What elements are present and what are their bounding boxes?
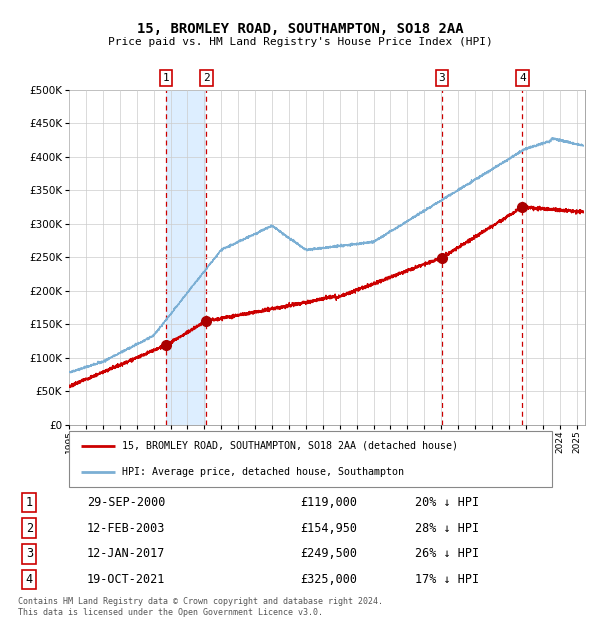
Text: 20% ↓ HPI: 20% ↓ HPI [415, 496, 479, 509]
Text: £154,950: £154,950 [300, 521, 357, 534]
Text: 29-SEP-2000: 29-SEP-2000 [87, 496, 165, 509]
Text: £325,000: £325,000 [300, 573, 357, 586]
Text: £249,500: £249,500 [300, 547, 357, 560]
Text: Price paid vs. HM Land Registry's House Price Index (HPI): Price paid vs. HM Land Registry's House … [107, 37, 493, 47]
Text: 1: 1 [26, 496, 33, 509]
Text: 4: 4 [26, 573, 33, 586]
Text: 4: 4 [519, 73, 526, 83]
Text: 1: 1 [163, 73, 170, 83]
Text: 28% ↓ HPI: 28% ↓ HPI [415, 521, 479, 534]
Text: 26% ↓ HPI: 26% ↓ HPI [415, 547, 479, 560]
Text: 15, BROMLEY ROAD, SOUTHAMPTON, SO18 2AA (detached house): 15, BROMLEY ROAD, SOUTHAMPTON, SO18 2AA … [122, 441, 458, 451]
Text: 12-FEB-2003: 12-FEB-2003 [87, 521, 165, 534]
Bar [166, 90, 206, 425]
Text: 2: 2 [203, 73, 210, 83]
Text: 19-OCT-2021: 19-OCT-2021 [87, 573, 165, 586]
Text: 12-JAN-2017: 12-JAN-2017 [87, 547, 165, 560]
Text: 3: 3 [439, 73, 445, 83]
Text: HPI: Average price, detached house, Southampton: HPI: Average price, detached house, Sout… [122, 467, 404, 477]
Text: 2: 2 [26, 521, 33, 534]
Text: 15, BROMLEY ROAD, SOUTHAMPTON, SO18 2AA: 15, BROMLEY ROAD, SOUTHAMPTON, SO18 2AA [137, 22, 463, 36]
Text: 17% ↓ HPI: 17% ↓ HPI [415, 573, 479, 586]
Text: Contains HM Land Registry data © Crown copyright and database right 2024.
This d: Contains HM Land Registry data © Crown c… [18, 598, 383, 617]
Text: £119,000: £119,000 [300, 496, 357, 509]
Text: 3: 3 [26, 547, 33, 560]
